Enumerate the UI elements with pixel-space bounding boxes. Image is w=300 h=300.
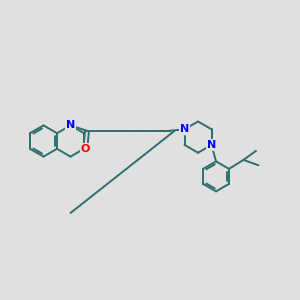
- Text: N: N: [66, 120, 75, 130]
- Text: N: N: [180, 124, 189, 134]
- Text: O: O: [81, 144, 90, 154]
- Text: N: N: [180, 124, 189, 134]
- Text: N: N: [207, 140, 216, 150]
